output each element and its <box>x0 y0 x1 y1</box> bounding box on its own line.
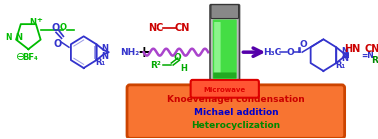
Text: H₃C: H₃C <box>263 48 282 57</box>
FancyBboxPatch shape <box>127 85 345 138</box>
Text: N: N <box>101 44 108 53</box>
Text: Heterocyclization: Heterocyclization <box>191 121 280 130</box>
Text: O: O <box>174 53 181 62</box>
FancyBboxPatch shape <box>214 22 221 75</box>
Text: N: N <box>15 33 23 42</box>
Text: R²: R² <box>150 61 161 70</box>
Text: N: N <box>101 52 108 61</box>
Text: N: N <box>341 47 348 56</box>
Text: O: O <box>54 39 62 49</box>
Text: Knoevenagel condensation: Knoevenagel condensation <box>167 95 305 104</box>
Text: CN: CN <box>175 23 190 33</box>
FancyBboxPatch shape <box>211 5 239 18</box>
Text: R₁: R₁ <box>95 58 105 67</box>
Text: +: + <box>137 45 150 60</box>
Text: R₁: R₁ <box>335 61 345 70</box>
Text: Michael addition: Michael addition <box>194 108 278 117</box>
Text: NH₂: NH₂ <box>120 48 139 57</box>
Text: N: N <box>341 54 348 63</box>
FancyBboxPatch shape <box>210 5 240 86</box>
Text: NC: NC <box>148 23 163 33</box>
FancyBboxPatch shape <box>213 19 237 79</box>
Text: BF₄: BF₄ <box>22 53 38 62</box>
Text: HN: HN <box>344 44 360 54</box>
FancyBboxPatch shape <box>191 80 259 98</box>
Text: O: O <box>52 23 60 33</box>
Text: +: + <box>37 18 42 23</box>
Text: O: O <box>299 40 307 49</box>
Text: CN: CN <box>365 44 378 54</box>
Text: R²: R² <box>371 56 378 65</box>
Text: ⊖: ⊖ <box>16 52 26 62</box>
Text: Microwave: Microwave <box>204 87 246 93</box>
Text: N: N <box>5 33 11 42</box>
FancyBboxPatch shape <box>213 72 236 78</box>
Text: H: H <box>180 64 187 73</box>
Text: N: N <box>29 18 36 27</box>
Text: O: O <box>287 48 294 57</box>
Text: O: O <box>60 23 67 32</box>
Text: =N: =N <box>361 51 374 60</box>
